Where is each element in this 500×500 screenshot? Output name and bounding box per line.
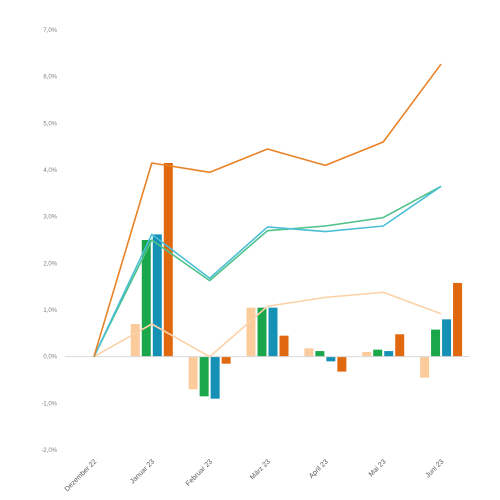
bar: [431, 329, 441, 357]
x-category-label: März 23: [249, 458, 272, 481]
x-category-label: Dezember 22: [64, 458, 99, 493]
x-category-label: Mai 23: [368, 458, 388, 478]
bar: [130, 324, 140, 357]
bar: [221, 356, 231, 364]
y-tick-label: 7,0%: [43, 28, 57, 34]
series-line: [93, 185, 442, 358]
bar: [315, 351, 325, 357]
bar: [442, 319, 452, 357]
bar: [453, 282, 463, 357]
y-tick-label: 4,0%: [43, 168, 57, 174]
y-tick-label: -1,0%: [41, 401, 57, 407]
series-line: [93, 185, 442, 358]
bar: [210, 356, 220, 399]
y-tick-label: 0,0%: [43, 355, 57, 361]
bar: [199, 356, 209, 397]
y-tick-label: 6,0%: [43, 75, 57, 81]
y-tick-label: 1,0%: [43, 308, 57, 314]
bar: [373, 349, 383, 357]
line-group: [93, 63, 442, 358]
bar: [268, 307, 278, 357]
y-axis-tick-labels: -2,0% -1,0% 0,0% 1,0% 2,0% 3,0% 4,0% 5,0% 6,0% 7,…: [41, 28, 57, 454]
y-tick-label: 5,0%: [43, 121, 57, 127]
x-category-label: Januar 23: [129, 458, 156, 485]
bar: [141, 240, 151, 357]
bar: [188, 356, 198, 390]
bar: [152, 234, 162, 357]
bar-group: [130, 163, 463, 399]
x-category-label: Februar 23: [185, 458, 214, 487]
x-category-label: April 23: [308, 458, 330, 480]
bar: [337, 356, 347, 372]
bar: [246, 307, 256, 357]
y-tick-label: -2,0%: [41, 448, 57, 454]
y-tick-label: 2,0%: [43, 261, 57, 267]
bar: [395, 334, 405, 357]
bar: [279, 335, 289, 357]
series-line: [93, 63, 442, 357]
bar: [257, 307, 267, 357]
bar: [420, 356, 430, 378]
bar: [326, 356, 336, 362]
series-line: [93, 291, 442, 358]
bar: [163, 163, 173, 357]
y-tick-label: 3,0%: [43, 215, 57, 221]
bar: [304, 348, 314, 357]
x-axis-category-labels: Dezember 22 Januar 23 Februar 23 März 23 Apr…: [64, 458, 446, 493]
bar: [362, 352, 372, 357]
bar: [384, 351, 394, 357]
x-category-label: Juni 23: [425, 458, 446, 479]
